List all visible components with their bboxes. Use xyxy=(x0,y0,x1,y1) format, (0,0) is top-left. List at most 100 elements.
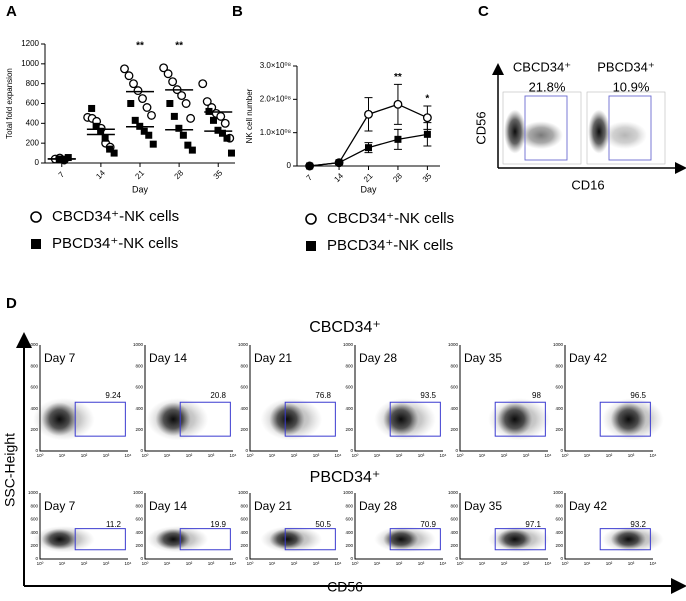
x-tick-label: 10⁴ xyxy=(545,453,552,458)
plot-axes xyxy=(249,493,338,560)
x-tick-label: 10⁰ xyxy=(247,561,254,566)
x-tick-label: 10⁴ xyxy=(440,561,447,566)
y-tick-label: 600 xyxy=(555,385,563,390)
y-tick-label: 0 xyxy=(287,161,292,170)
marker xyxy=(120,64,129,74)
x-tick-label: 10⁰ xyxy=(142,561,149,566)
gate xyxy=(599,401,651,437)
y-tick-label: 400 xyxy=(345,406,353,411)
cell-cloud xyxy=(504,109,526,154)
cell-cloud xyxy=(601,526,664,553)
y-tick-label: 1000 xyxy=(133,342,144,347)
group-title: PBCD34⁺ xyxy=(310,469,381,486)
significance: ** xyxy=(394,72,402,83)
x-tick-label: 10¹ xyxy=(59,453,66,458)
day-label: Day 28 xyxy=(359,351,397,365)
y-tick-label: 400 xyxy=(450,530,458,535)
marker xyxy=(142,103,152,112)
y-tick-label: 200 xyxy=(240,427,248,432)
y-tick-label: 800 xyxy=(450,503,458,508)
gate xyxy=(284,528,336,551)
y-tick-label: 600 xyxy=(450,385,458,390)
marker xyxy=(175,124,183,132)
x-tick-label: 10² xyxy=(501,561,508,566)
y-tick-label: 600 xyxy=(135,385,143,390)
x-tick-label: 10² xyxy=(501,453,508,458)
y-tick-label: 1000 xyxy=(553,342,564,347)
x-tick-label: 21 xyxy=(133,168,146,181)
x-tick-label: 10⁴ xyxy=(125,561,132,566)
marker xyxy=(214,126,222,134)
y-tick-label: 400 xyxy=(30,406,38,411)
y-tick-label: 200 xyxy=(135,427,143,432)
marker xyxy=(223,134,231,142)
x-tick-label: 10⁰ xyxy=(247,453,254,458)
y-tick-label: 600 xyxy=(450,517,458,522)
x-tick-label: 10⁴ xyxy=(545,561,552,566)
y-tick-label: 1000 xyxy=(238,342,249,347)
legend-label: PBCD34⁺-NK cells xyxy=(52,235,178,252)
x-tick-label: 14 xyxy=(332,171,345,184)
gate-value: 98 xyxy=(532,391,541,400)
x-tick-label: 10³ xyxy=(523,561,530,566)
gate xyxy=(494,401,546,437)
x-tick-label: 10¹ xyxy=(59,561,66,566)
y-tick-label: 0 xyxy=(245,556,248,561)
x-tick-label: 10⁴ xyxy=(650,561,657,566)
x-tick-label: 10⁴ xyxy=(440,453,447,458)
x-axis-label: Day xyxy=(360,184,377,194)
y-tick-label: 800 xyxy=(30,503,38,508)
marker xyxy=(101,134,109,142)
cell-cloud xyxy=(146,398,209,441)
y-tick-label: 0 xyxy=(35,448,38,453)
marker xyxy=(216,111,226,121)
y-tick-label: 1000 xyxy=(133,490,144,495)
x-tick-label: 10² xyxy=(291,453,298,458)
panel-label: B xyxy=(232,3,243,20)
y-tick-label: 200 xyxy=(30,427,38,432)
x-tick-label: 10² xyxy=(186,561,193,566)
marker xyxy=(335,159,343,167)
marker xyxy=(218,129,226,137)
marker xyxy=(140,127,148,135)
y-tick-label: 400 xyxy=(135,406,143,411)
gate xyxy=(608,95,652,161)
x-tick-label: 28 xyxy=(391,171,404,184)
y-tick-label: 200 xyxy=(135,543,143,548)
x-tick-label: 10⁰ xyxy=(457,453,464,458)
gate-value: 19.9 xyxy=(210,520,226,529)
day-label: Day 7 xyxy=(44,499,76,513)
y-tick-label: 200 xyxy=(30,543,38,548)
marker xyxy=(394,135,402,143)
x-tick-label: 10¹ xyxy=(269,561,276,566)
x-tick-label: 14 xyxy=(94,168,107,181)
x-tick-label: 10⁴ xyxy=(335,453,342,458)
y-tick-label: 600 xyxy=(240,385,248,390)
y-tick-label: 1.0×10⁰⁸ xyxy=(260,128,291,137)
x-tick-label: 10⁰ xyxy=(562,561,569,566)
y-tick-label: 1200 xyxy=(21,39,39,48)
day-label: Day 42 xyxy=(569,351,607,365)
plot-axes xyxy=(564,345,653,452)
plot-axes xyxy=(564,493,653,560)
marker xyxy=(64,154,72,162)
y-tick-label: 600 xyxy=(345,385,353,390)
x-tick-label: 10¹ xyxy=(374,561,381,566)
marker xyxy=(147,110,156,120)
y-tick-label: 200 xyxy=(555,543,563,548)
y-tick-label: 600 xyxy=(135,517,143,522)
flow-title: PBCD34⁺ xyxy=(597,59,654,74)
x-tick-label: 10² xyxy=(186,453,193,458)
gate-value: 20.8 xyxy=(210,391,226,400)
x-axis-label: Day xyxy=(132,184,149,194)
marker xyxy=(138,94,147,103)
x-tick-label: 10² xyxy=(396,453,403,458)
y-tick-label: 800 xyxy=(240,363,248,368)
gate-value: 96.5 xyxy=(630,391,646,400)
x-tick-label: 10³ xyxy=(313,561,320,566)
y-tick-label: 0 xyxy=(35,556,38,561)
legend-label: CBCD34⁺-NK cells xyxy=(52,208,179,225)
marker xyxy=(131,116,139,124)
y-tick-label: 600 xyxy=(240,517,248,522)
marker xyxy=(205,107,213,115)
